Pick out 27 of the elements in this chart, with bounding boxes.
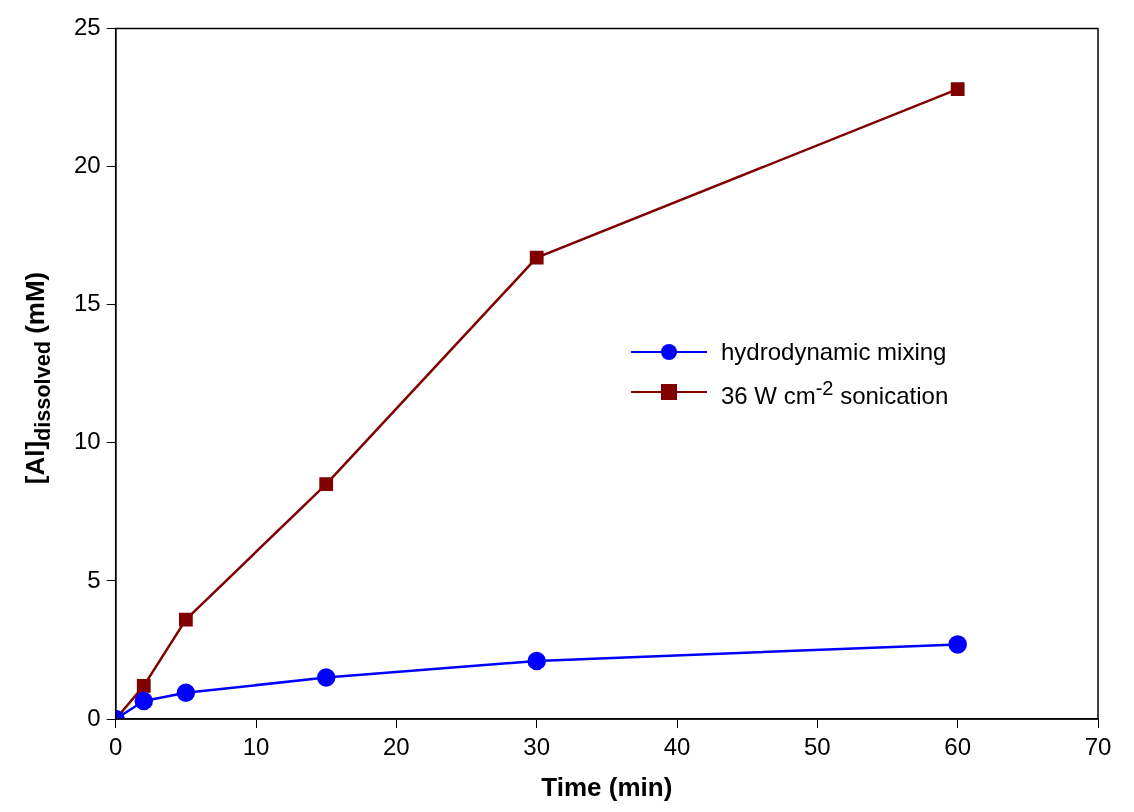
point — [948, 635, 967, 654]
point — [527, 651, 546, 671]
y-tick-label: 5 — [87, 565, 101, 593]
y-tick-label: 10 — [73, 427, 101, 455]
y-tick-label: 0 — [87, 703, 101, 731]
point — [176, 683, 196, 703]
y-tick-label: 15 — [73, 289, 101, 317]
legend-label: hydrodynamic mixing — [721, 336, 947, 367]
point — [134, 691, 154, 711]
y-tick-label: 25 — [73, 13, 101, 41]
x-tick-label: 30 — [523, 733, 551, 761]
x-tick-label: 70 — [1084, 733, 1112, 761]
legend-label: 36 W cm$^{-2}$ sonication — [721, 375, 949, 411]
x-tick-label: 20 — [383, 733, 410, 761]
x-tick-label: 50 — [803, 733, 831, 761]
x-tick-label: 60 — [944, 733, 972, 761]
x-tick-label: 10 — [242, 733, 270, 761]
x-tick-label: 0 — [109, 733, 123, 761]
point — [319, 477, 334, 492]
point — [950, 82, 965, 97]
y-tick-label: 20 — [73, 151, 101, 179]
x-tick-label: 40 — [663, 733, 691, 761]
point — [529, 250, 544, 265]
point — [178, 612, 193, 627]
point — [136, 678, 151, 693]
point — [316, 668, 336, 687]
x-axis-title: Time (min) — [541, 771, 673, 802]
